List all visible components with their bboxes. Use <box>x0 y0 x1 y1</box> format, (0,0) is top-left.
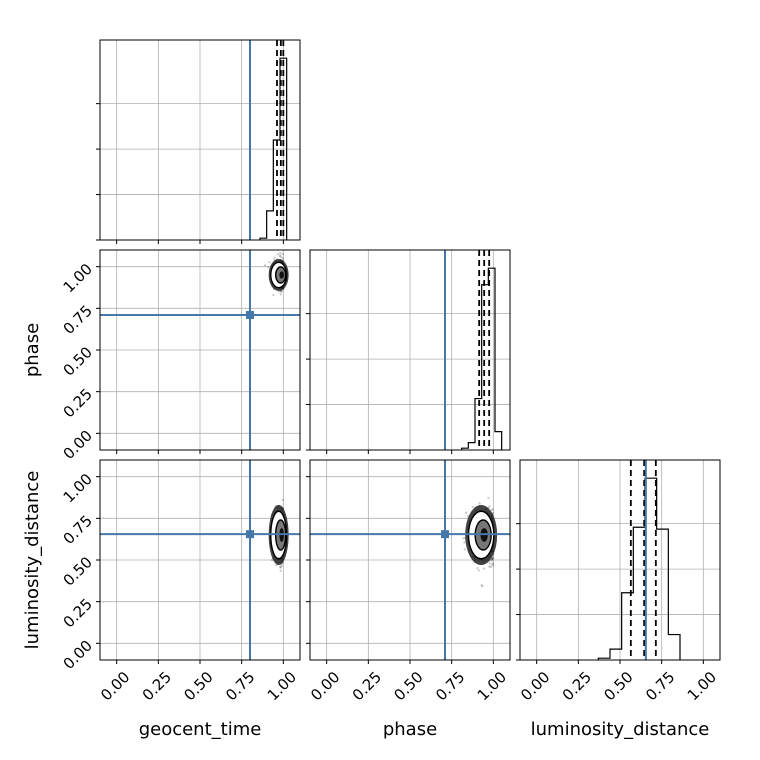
panel-phase-hist <box>306 249 511 454</box>
y-tick-label-2: 0.50 <box>60 553 96 589</box>
scatter-points <box>268 498 289 572</box>
x-tick-label-3: 0.75 <box>642 668 678 704</box>
y-axis-label-1: phase <box>22 323 43 377</box>
x-tick-label-0: 0.00 <box>97 668 133 704</box>
y-axis-label-2: luminosity_distance <box>22 471 43 650</box>
y-tick-label-4: 1.00 <box>60 260 96 296</box>
histogram-luminosity_distance <box>597 477 681 660</box>
x-tick-label-3: 0.75 <box>432 668 468 704</box>
histogram-geocent_time <box>259 57 288 240</box>
x-tick-label-1: 0.25 <box>139 668 175 704</box>
x-tick-label-0: 0.00 <box>517 668 553 704</box>
x-tick-label-1: 0.25 <box>559 668 595 704</box>
x-axis-label-2: luminosity_distance <box>531 719 710 740</box>
panel-frame <box>309 459 511 661</box>
panel-frame <box>309 249 511 451</box>
x-tick-label-4: 1.00 <box>264 668 300 704</box>
truth-marker <box>246 311 254 319</box>
y-tick-label-3: 0.75 <box>60 512 96 548</box>
panel-geocent_time-vs-phase: 0.00 0.25 0.50 0.75 1.00 <box>60 249 301 463</box>
scatter-points <box>263 251 289 297</box>
y-tick-label-3: 0.75 <box>60 302 96 338</box>
x-axis-label-0: geocent_time <box>139 719 262 740</box>
x-tick-label-4: 1.00 <box>684 668 720 704</box>
x-tick-label-2: 0.50 <box>180 668 216 704</box>
y-tick-label-2: 0.50 <box>60 343 96 379</box>
panel-frame <box>99 459 301 661</box>
x-axis-label-1: phase <box>383 719 437 740</box>
panel-geocent_time-vs-luminosity_distance: 0.000.250.500.751.000.00 0.25 0.50 0.75 1.00 <box>60 459 301 704</box>
scatter-points <box>462 496 498 588</box>
histogram-phase <box>461 267 503 450</box>
panel-frame <box>519 459 721 661</box>
density-core <box>279 271 284 279</box>
x-tick-label-0: 0.00 <box>307 668 343 704</box>
y-tick-label-4: 1.00 <box>60 470 96 506</box>
x-tick-label-2: 0.50 <box>390 668 426 704</box>
panel-frame <box>99 249 301 451</box>
truth-marker <box>441 530 449 539</box>
panel-phase-vs-luminosity_distance: 0.00 0.25 0.50 0.75 1.00 <box>306 459 511 704</box>
x-tick-label-1: 0.25 <box>349 668 385 704</box>
y-tick-label-0: 0.00 <box>60 637 96 673</box>
x-tick-label-4: 1.00 <box>474 668 510 704</box>
panel-geocent_time-hist <box>96 39 301 244</box>
panel-luminosity_distance-hist: 0.00 0.25 0.50 0.75 1.00 <box>516 459 721 704</box>
panel-frame <box>99 39 301 241</box>
x-tick-label-2: 0.50 <box>600 668 636 704</box>
truth-marker <box>246 530 254 539</box>
y-tick-label-0: 0.00 <box>60 427 96 463</box>
y-tick-label-1: 0.25 <box>60 595 96 631</box>
x-tick-label-3: 0.75 <box>222 668 258 704</box>
y-tick-label-1: 0.25 <box>60 385 96 421</box>
